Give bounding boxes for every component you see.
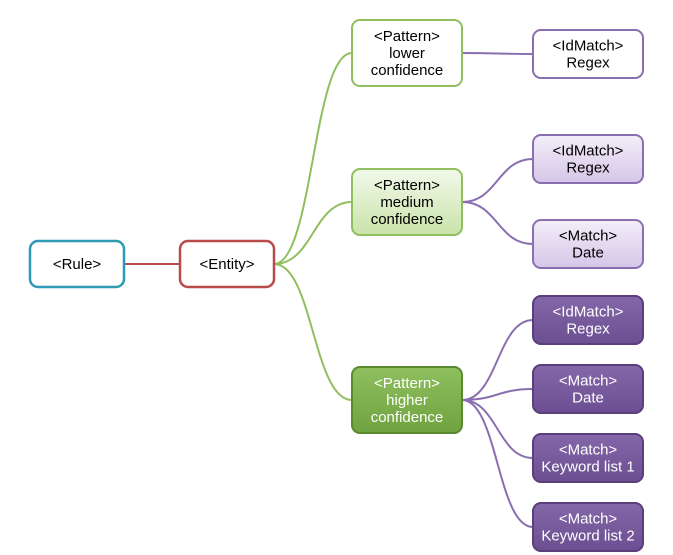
node-pat_high-line-1: higher (386, 392, 428, 409)
node-high_kw2-line-1: Keyword list 2 (541, 527, 634, 544)
node-low_id: <IdMatch>Regex (533, 30, 643, 78)
edge-pat_high-high_id (462, 320, 533, 400)
node-rule: <Rule> (30, 241, 124, 287)
node-high_kw2-line-0: <Match> (559, 510, 618, 527)
node-high_kw1-line-0: <Match> (559, 441, 618, 458)
edge-pat_med-med_id (462, 159, 533, 202)
node-med_id: <IdMatch>Regex (533, 135, 643, 183)
node-pat_low: <Pattern>lowerconfidence (352, 20, 462, 86)
node-pat_med-line-1: medium (380, 194, 433, 211)
node-med_id-line-0: <IdMatch> (553, 142, 624, 159)
edge-pat_high-high_kw1 (462, 400, 533, 458)
node-med_date: <Match>Date (533, 220, 643, 268)
node-low_id-line-1: Regex (566, 54, 610, 71)
node-pat_low-line-1: lower (389, 45, 425, 62)
node-pat_high-line-2: confidence (371, 409, 444, 426)
edge-pat_high-high_date (462, 389, 533, 400)
nodes: <Rule><Entity><Pattern>lowerconfidence<P… (30, 20, 643, 551)
node-pat_high: <Pattern>higherconfidence (352, 367, 462, 433)
node-entity-line-0: <Entity> (199, 256, 254, 273)
node-med_date-line-1: Date (572, 244, 604, 261)
node-low_id-line-0: <IdMatch> (553, 37, 624, 54)
edges (124, 53, 533, 527)
node-high_date: <Match>Date (533, 365, 643, 413)
node-high_id: <IdMatch>Regex (533, 296, 643, 344)
node-pat_high-line-0: <Pattern> (374, 375, 440, 392)
node-high_date-line-1: Date (572, 389, 604, 406)
edge-entity-pat_med (274, 202, 352, 264)
node-pat_low-line-0: <Pattern> (374, 28, 440, 45)
node-pat_med: <Pattern>mediumconfidence (352, 169, 462, 235)
node-med_date-line-0: <Match> (559, 227, 618, 244)
node-med_id-line-1: Regex (566, 159, 610, 176)
edge-pat_med-med_date (462, 202, 533, 244)
rule-entity-pattern-diagram: <Rule><Entity><Pattern>lowerconfidence<P… (0, 0, 673, 555)
edge-entity-pat_high (274, 264, 352, 400)
node-high_kw1: <Match>Keyword list 1 (533, 434, 643, 482)
node-high_kw1-line-1: Keyword list 1 (541, 458, 634, 475)
node-pat_med-line-2: confidence (371, 211, 444, 228)
node-high_date-line-0: <Match> (559, 372, 618, 389)
node-pat_low-line-2: confidence (371, 62, 444, 79)
node-pat_med-line-0: <Pattern> (374, 177, 440, 194)
node-high_id-line-0: <IdMatch> (553, 303, 624, 320)
node-rule-line-0: <Rule> (53, 256, 102, 273)
node-entity: <Entity> (180, 241, 274, 287)
edge-pat_high-high_kw2 (462, 400, 533, 527)
node-high_id-line-1: Regex (566, 320, 610, 337)
edge-pat_low-low_id (462, 53, 533, 54)
node-high_kw2: <Match>Keyword list 2 (533, 503, 643, 551)
